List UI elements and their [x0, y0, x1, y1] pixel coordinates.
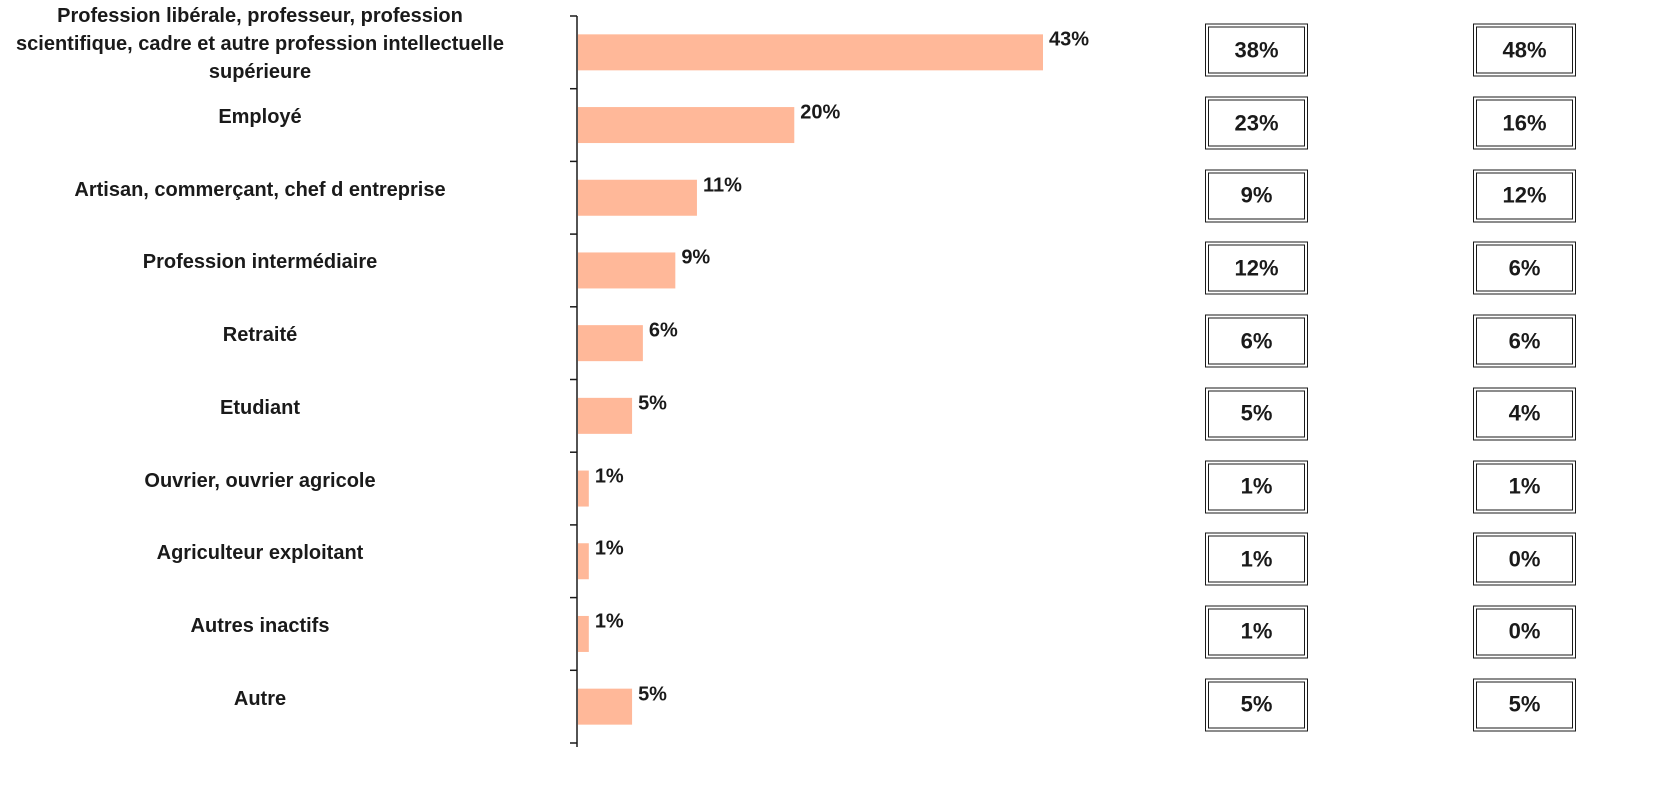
bar-value-label: 43% — [1049, 29, 1089, 52]
bar-value-label: 1% — [595, 538, 624, 561]
comparison-box: 48% — [1473, 24, 1576, 77]
category-label: Ouvrier, ouvrier agricole — [0, 467, 560, 495]
comparison-box: 6% — [1473, 315, 1576, 368]
comparison-box: 5% — [1205, 387, 1308, 440]
category-label: Agriculteur exploitant — [0, 539, 560, 567]
bar — [578, 34, 1043, 70]
category-label: Artisan, commerçant, chef d entreprise — [0, 176, 560, 204]
bar — [578, 616, 589, 652]
comparison-box: 6% — [1473, 242, 1576, 295]
category-label: Profession libérale, professeur, profess… — [0, 2, 560, 86]
bar — [578, 398, 632, 434]
comparison-box: 1% — [1205, 605, 1308, 658]
comparison-box: 16% — [1473, 97, 1576, 150]
comparison-box: 5% — [1205, 678, 1308, 731]
category-label: Autres inactifs — [0, 612, 560, 640]
category-label: Retraité — [0, 321, 560, 349]
comparison-box: 1% — [1205, 460, 1308, 513]
comparison-box: 0% — [1473, 533, 1576, 586]
bar — [578, 471, 589, 507]
bar-value-label: 9% — [681, 247, 710, 270]
comparison-box: 1% — [1205, 533, 1308, 586]
bar — [578, 543, 589, 579]
category-label: Profession intermédiaire — [0, 248, 560, 276]
bar-value-label: 5% — [638, 683, 667, 706]
comparison-box: 4% — [1473, 387, 1576, 440]
category-label: Etudiant — [0, 394, 560, 422]
comparison-box: 9% — [1205, 169, 1308, 222]
bar-value-label: 6% — [649, 320, 678, 343]
comparison-box: 6% — [1205, 315, 1308, 368]
bar-value-label: 5% — [638, 392, 667, 415]
comparison-box: 12% — [1205, 242, 1308, 295]
bar-value-label: 1% — [595, 610, 624, 633]
comparison-box: 23% — [1205, 97, 1308, 150]
bar — [578, 325, 643, 361]
comparison-box: 1% — [1473, 460, 1576, 513]
bar — [578, 107, 794, 143]
comparison-box: 38% — [1205, 24, 1308, 77]
comparison-box: 5% — [1473, 678, 1576, 731]
comparison-box: 0% — [1473, 605, 1576, 658]
bar-value-label: 20% — [800, 102, 840, 125]
bar — [578, 180, 697, 216]
comparison-box: 12% — [1473, 169, 1576, 222]
bar-value-label: 11% — [703, 174, 742, 197]
category-label: Employé — [0, 103, 560, 131]
category-label: Autre — [0, 685, 560, 713]
bar — [578, 689, 632, 725]
bar — [578, 252, 675, 288]
bar-value-label: 1% — [595, 465, 624, 488]
